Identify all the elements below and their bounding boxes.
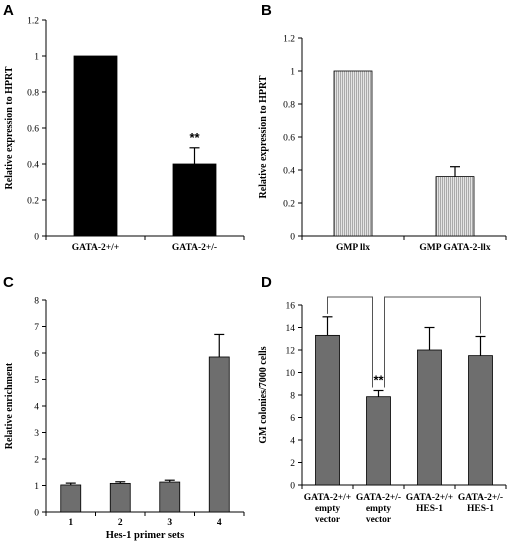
comparison-bracket — [384, 296, 481, 388]
x-category-label: HES-1 — [416, 504, 443, 514]
y-axis-title: Relative expression to HPRT — [258, 75, 269, 198]
y-tick-label: 6 — [34, 350, 39, 360]
y-tick-label: 0.8 — [283, 101, 295, 111]
y-tick-label: 2 — [290, 459, 295, 469]
bar — [208, 356, 230, 513]
y-tick-label: 5 — [34, 376, 39, 386]
x-category-label: GATA-2+/- — [458, 493, 503, 503]
y-tick-label: 12 — [286, 347, 296, 357]
x-category-label: GATA-2+/- — [172, 243, 217, 253]
y-tick-label: 7 — [34, 323, 39, 333]
y-tick-label: 1 — [290, 68, 295, 78]
y-axis-title: Relative expression to HPRT — [4, 66, 15, 189]
y-tick-label: 6 — [290, 414, 295, 424]
y-tick-label: 8 — [290, 392, 295, 402]
y-tick-label: 1 — [34, 53, 39, 63]
significance-label: ** — [189, 130, 200, 145]
x-category-label: 2 — [118, 518, 123, 528]
bar — [468, 355, 493, 486]
x-category-label: empty — [366, 504, 392, 514]
panel-label-b: B — [261, 2, 272, 19]
chart-panel-c: 0 1 2 3 4 5 6 7 8 Relative enrichment 1 2 3 4 Hes-1 pr… — [4, 297, 245, 541]
x-category-label: GMP llx — [336, 243, 370, 253]
bar — [172, 163, 217, 237]
x-axis-title: Hes-1 primer sets — [106, 530, 185, 541]
bar — [60, 484, 82, 513]
significance-label: ** — [373, 373, 384, 388]
y-tick-label: 0.4 — [283, 167, 295, 177]
x-category-label: vector — [366, 515, 392, 525]
y-axis-title: Relative enrichment — [4, 362, 15, 449]
y-tick-label: 1.2 — [283, 35, 295, 45]
y-tick-label: 16 — [286, 302, 296, 312]
y-tick-label: 0.2 — [283, 200, 295, 210]
x-category-label: empty — [315, 504, 341, 514]
panel-label-a: A — [3, 2, 14, 19]
y-tick-label: 0.8 — [27, 89, 39, 99]
y-tick-label: 0.4 — [27, 161, 39, 171]
y-tick-label: 14 — [286, 324, 296, 334]
bar — [73, 55, 118, 237]
x-category-label: GATA-2+/+ — [72, 243, 119, 253]
y-axis-title: GM colonies/7000 cells — [258, 346, 269, 443]
y-tick-label: 4 — [34, 403, 39, 413]
y-tick-label: 0 — [290, 482, 295, 492]
bar — [315, 334, 340, 486]
y-tick-label: 0 — [290, 233, 295, 243]
comparison-bracket — [327, 296, 373, 388]
x-category-label: vector — [315, 515, 341, 525]
chart-panel-b: 0 0.2 0.4 0.6 0.8 1 1.2 Relative expression to … — [258, 35, 507, 253]
y-tick-label: 0.6 — [283, 134, 295, 144]
y-tick-label: 0.2 — [27, 197, 39, 207]
x-category-label: HES-1 — [467, 504, 494, 514]
chart-panel-d: 0 2 4 6 8 10 12 14 16 GM colonies/7000 cells GATA-… — [258, 296, 507, 525]
bar — [333, 70, 373, 237]
y-tick-label: 0.6 — [27, 125, 39, 135]
x-category-label: GATA-2+/- — [356, 493, 401, 503]
x-category-label: GATA-2+/+ — [406, 493, 453, 503]
x-category-label: GMP GATA-2-llx — [419, 243, 490, 253]
panel-label-d: D — [261, 274, 272, 291]
y-tick-label: 10 — [286, 369, 296, 379]
bar — [366, 396, 391, 486]
chart-panel-a: 0 0.2 0.4 0.6 0.8 1 1.2 Relative expression to … — [4, 17, 245, 253]
bar — [109, 482, 131, 513]
y-tick-label: 0 — [34, 509, 39, 519]
y-tick-label: 4 — [290, 437, 295, 447]
x-category-label: 3 — [167, 518, 172, 528]
panel-label-c: C — [3, 274, 14, 291]
y-tick-label: 8 — [34, 297, 39, 307]
y-tick-label: 1.2 — [27, 17, 39, 27]
y-tick-label: 0 — [34, 233, 39, 243]
bar — [159, 481, 181, 513]
y-tick-label: 1 — [34, 482, 39, 492]
x-category-label: GATA-2+/+ — [304, 493, 351, 503]
bar — [435, 176, 475, 237]
y-tick-label: 2 — [34, 456, 39, 466]
x-category-label: 4 — [217, 518, 222, 528]
bar — [417, 349, 442, 486]
y-tick-label: 3 — [34, 429, 39, 439]
x-category-label: 1 — [68, 518, 73, 528]
